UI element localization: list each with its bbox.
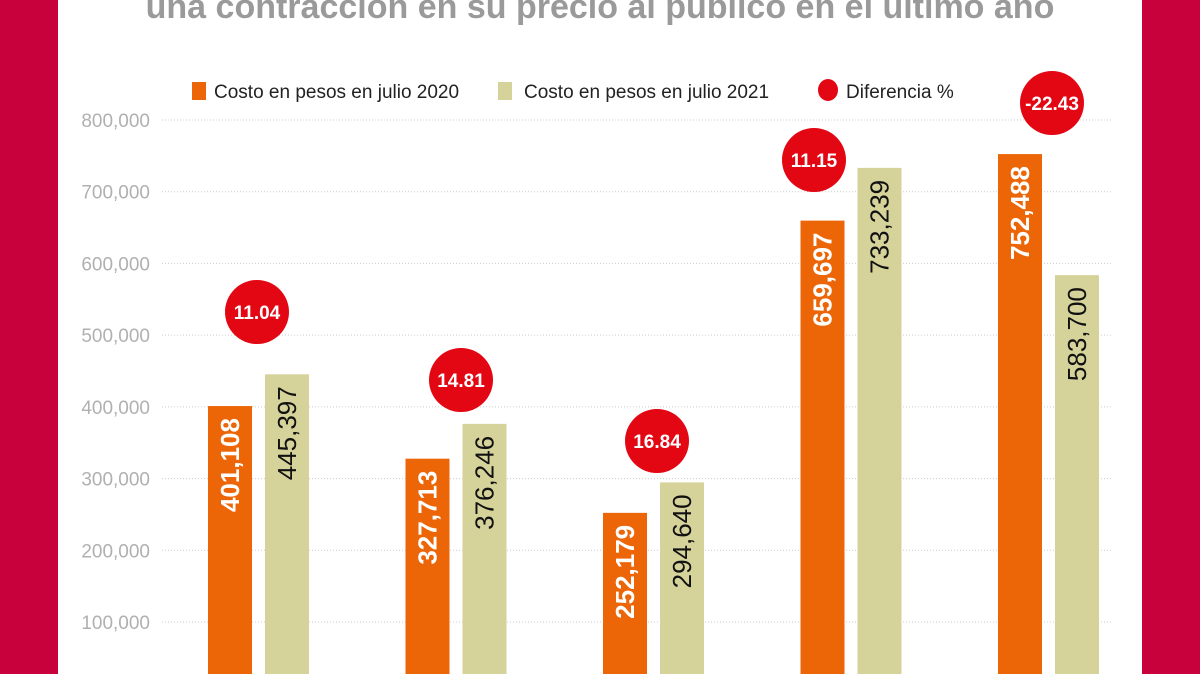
y-tick-label: 700,000 — [81, 183, 150, 204]
bar-2020 — [603, 512, 647, 674]
bar-2021 — [265, 374, 309, 674]
bar-value-label: 445,397 — [272, 386, 302, 480]
bar-2021 — [462, 423, 507, 674]
difference-label: 11.04 — [234, 303, 281, 324]
difference-marker — [429, 348, 493, 412]
y-tick-label: 300,000 — [81, 470, 150, 491]
bar-2021 — [857, 167, 902, 674]
y-tick-label: 200,000 — [81, 541, 150, 562]
legend-label-2020: Costo en pesos en julio 2020 — [214, 82, 459, 103]
y-tick-label: 600,000 — [81, 254, 150, 275]
bar-value-label: 659,697 — [808, 233, 838, 327]
bar-2021 — [1055, 275, 1099, 674]
bar-2020 — [800, 220, 845, 674]
legend-label-2021: Costo en pesos en julio 2021 — [524, 82, 769, 103]
bar-value-label: 583,700 — [1062, 287, 1092, 381]
bar-value-label: 294,640 — [667, 494, 697, 588]
bar-value-label: 733,239 — [865, 180, 895, 274]
y-tick-label: 400,000 — [81, 398, 150, 419]
y-tick-label: 500,000 — [81, 326, 150, 347]
bar-2020 — [405, 458, 450, 674]
bar-value-label: 327,713 — [413, 471, 443, 565]
difference-marker — [625, 409, 689, 473]
difference-marker — [225, 280, 289, 344]
difference-marker — [782, 128, 846, 192]
legend-swatch-2020 — [192, 82, 206, 100]
difference-label: 11.15 — [791, 151, 838, 172]
difference-marker — [1020, 71, 1084, 135]
bar-2021 — [660, 482, 704, 674]
difference-label: 14.81 — [437, 371, 485, 392]
legend-swatch-2021 — [498, 82, 512, 100]
bar-value-label: 252,179 — [610, 525, 640, 619]
legend-label-difference: Diferencia % — [846, 82, 954, 103]
legend: Costo en pesos en julio 2020 Costo en pe… — [192, 79, 954, 103]
difference-label: -22.43 — [1025, 94, 1079, 115]
difference-label: 16.84 — [633, 432, 681, 453]
bar-2020 — [208, 406, 252, 674]
y-tick-label: 800,000 — [81, 111, 150, 132]
y-tick-label: 100,000 — [81, 613, 150, 634]
legend-marker-difference — [818, 79, 838, 101]
bar-2020 — [998, 154, 1042, 674]
chart-title: una contracción en su precio al público … — [146, 0, 1055, 26]
bar-value-label: 376,246 — [470, 436, 500, 530]
bar-value-label: 401,108 — [215, 418, 245, 512]
bar-value-label: 752,488 — [1005, 166, 1035, 260]
